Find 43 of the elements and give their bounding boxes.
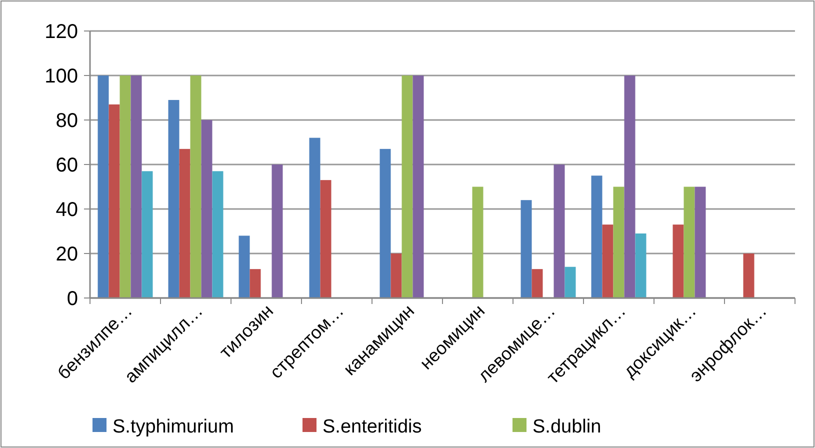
bar xyxy=(238,236,250,298)
bar xyxy=(532,269,543,298)
bar xyxy=(554,164,565,298)
bar xyxy=(613,186,624,298)
legend-label: S.typhimurium xyxy=(112,416,234,438)
bar xyxy=(672,224,684,298)
y-tick-label: 60 xyxy=(56,154,78,176)
bar xyxy=(190,76,202,298)
bar xyxy=(142,171,153,298)
bar xyxy=(402,76,413,298)
y-tick-label: 20 xyxy=(56,244,78,266)
bar xyxy=(412,76,424,298)
legend-label: S.dublin xyxy=(532,416,602,438)
bar xyxy=(624,76,636,298)
bar xyxy=(743,254,754,298)
bar xyxy=(380,148,391,298)
bar xyxy=(602,224,614,298)
bar xyxy=(212,171,224,298)
y-tick-label: 0 xyxy=(66,288,78,310)
bar xyxy=(120,76,131,298)
bar xyxy=(320,180,332,298)
bar xyxy=(635,233,646,298)
bar xyxy=(591,176,602,298)
bar xyxy=(108,104,120,298)
bar xyxy=(130,76,142,298)
bar xyxy=(98,76,109,298)
bar xyxy=(520,200,532,298)
bar xyxy=(272,164,283,298)
bar xyxy=(472,186,484,298)
y-tick-label: 120 xyxy=(44,21,78,43)
bar xyxy=(564,266,576,298)
legend-label: S.enteritidis xyxy=(322,416,422,438)
bar xyxy=(684,186,695,298)
y-tick-label: 100 xyxy=(44,66,78,88)
y-tick-label: 40 xyxy=(56,199,78,221)
bar xyxy=(694,186,706,298)
bar xyxy=(309,138,320,298)
y-tick-label: 80 xyxy=(56,110,78,132)
bar xyxy=(168,100,180,298)
bar xyxy=(250,269,261,298)
bar xyxy=(179,148,190,298)
bar xyxy=(390,254,402,298)
bar xyxy=(201,120,212,298)
